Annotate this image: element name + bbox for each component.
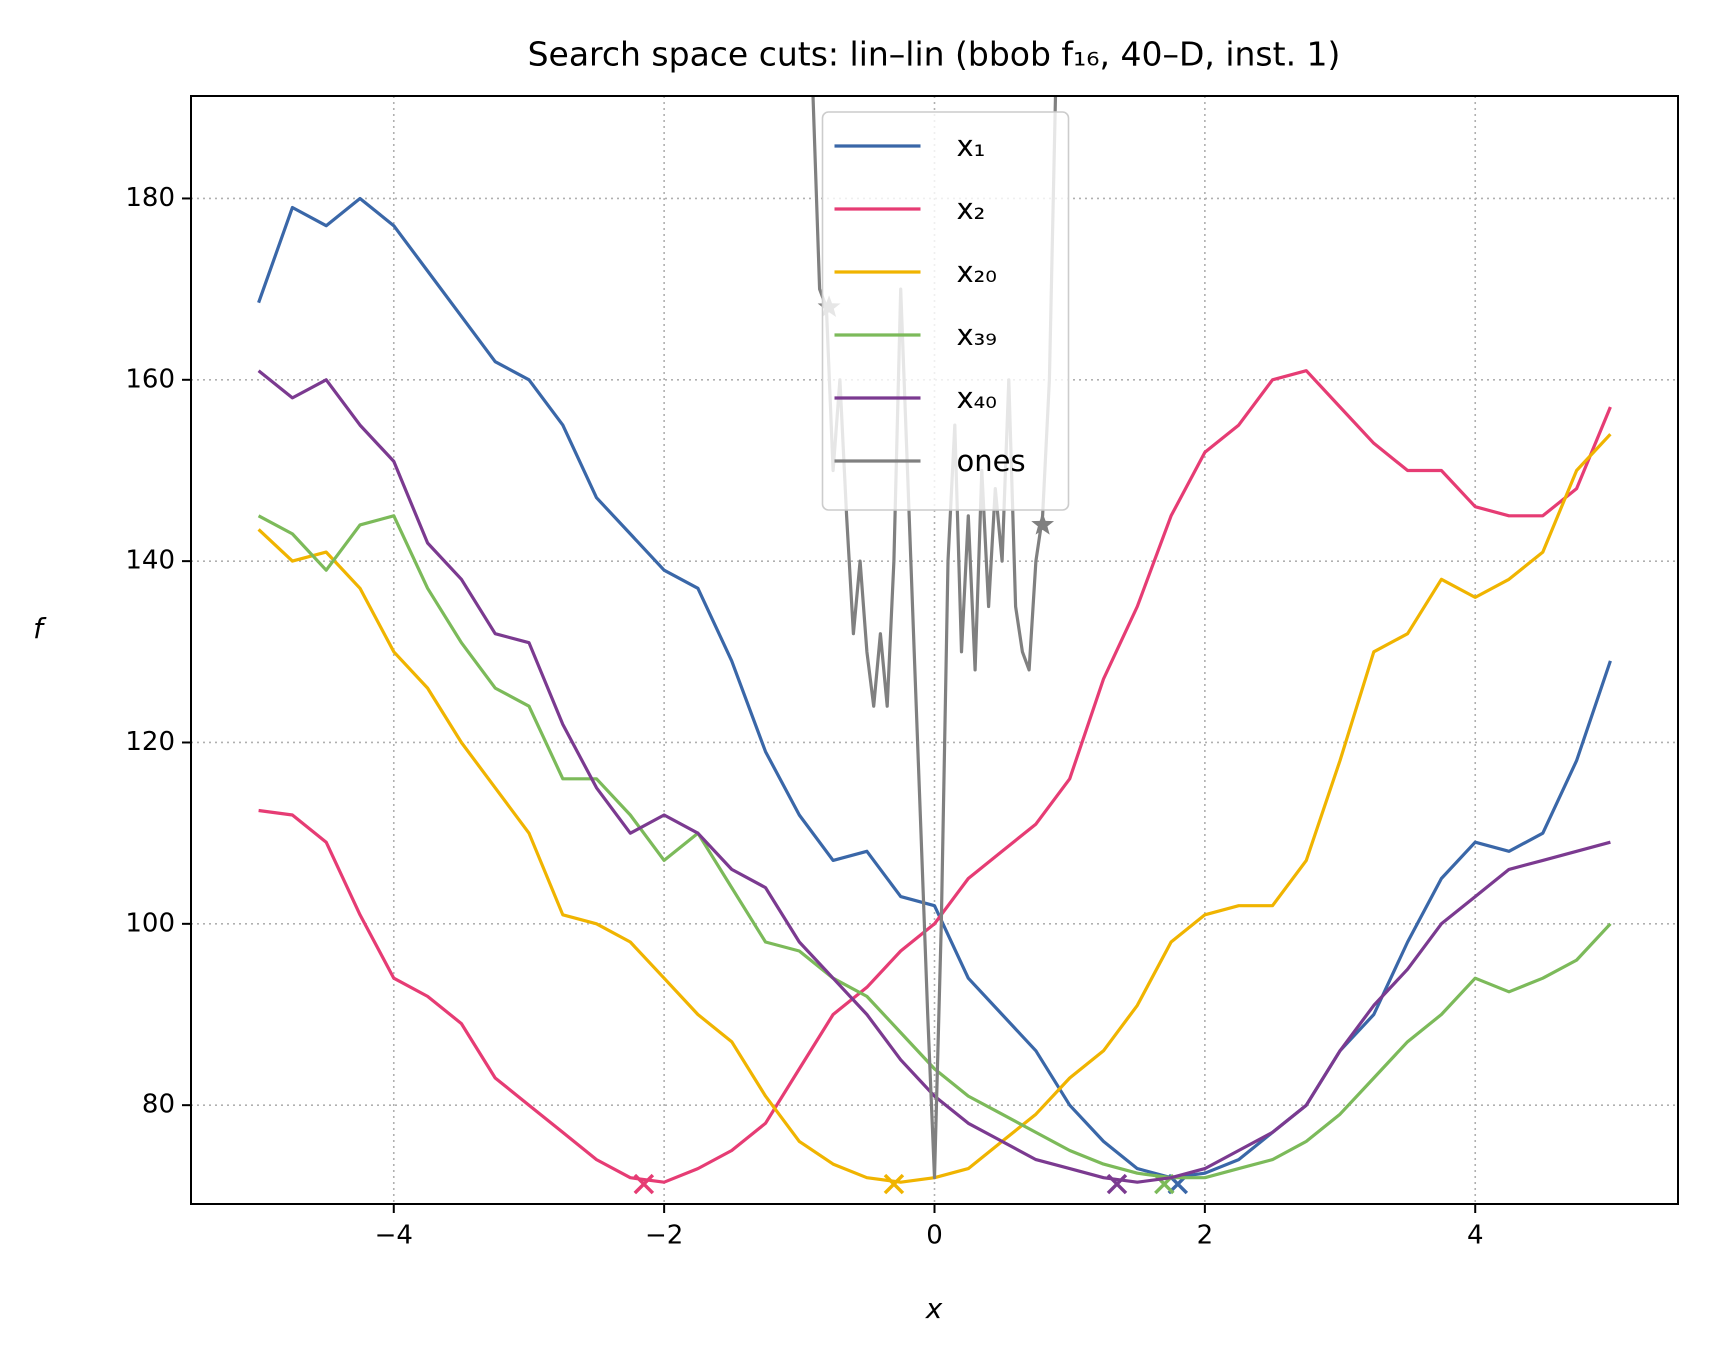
y-tick-label: 160 [125, 364, 175, 394]
y-axis-label: f [33, 612, 47, 645]
x-marker [1106, 1173, 1128, 1195]
x-tick-label: 0 [926, 1221, 943, 1251]
legend-box [821, 111, 1070, 511]
x-marker [633, 1173, 655, 1195]
series-line [257, 196, 1612, 1180]
plot-area [257, 96, 1612, 1195]
legend-label: x₄₀ [957, 381, 997, 415]
y-tick-label: 100 [125, 908, 175, 938]
y-tick-label: 180 [125, 183, 175, 213]
x-marker [883, 1173, 905, 1195]
x-tick-label: −2 [645, 1221, 683, 1251]
y-tick-label: 120 [125, 727, 175, 757]
legend-label: x₃₉ [957, 318, 997, 352]
x-tick-label: −4 [375, 1221, 413, 1251]
chart-title: Search space cuts: lin–lin (bbob f₁₆, 40… [528, 35, 1341, 74]
series-line [257, 514, 1612, 1180]
legend: x₁ x₂ x₂₀ x₃₉ x₄₀ ones [821, 111, 1070, 511]
series-line [257, 369, 1611, 1184]
legend-label: ones [957, 444, 1026, 478]
x-axis-label: x [925, 1292, 943, 1325]
x-tick-label: 4 [1467, 1221, 1484, 1251]
series-line [258, 369, 1612, 1184]
x-tick-label: 2 [1197, 1221, 1214, 1251]
legend-label: x₂ [957, 192, 986, 226]
ticks: −4 −2 0 2 4 80 100 120 140 160 180 [125, 183, 1483, 1251]
legend-label: x₁ [957, 129, 986, 163]
legend-label: x₂₀ [957, 255, 997, 289]
series-line [811, 96, 1058, 1180]
y-tick-label: 80 [142, 1090, 175, 1120]
star-marker [1031, 512, 1055, 535]
y-tick-label: 140 [125, 546, 175, 576]
